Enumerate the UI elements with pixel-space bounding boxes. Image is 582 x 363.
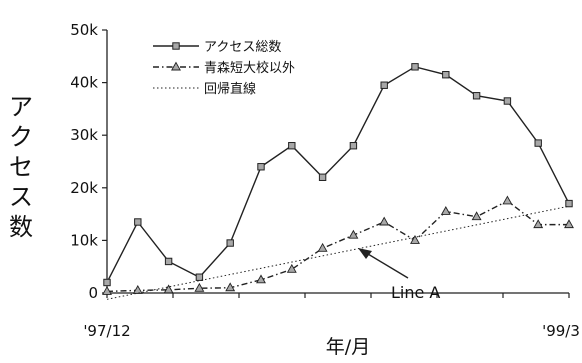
data-point: [534, 139, 542, 147]
data-point: [565, 199, 573, 208]
axes: 0 10k 20k 30k 40k 50k '97/12 '99/3 年/月: [70, 21, 580, 358]
series-2: [102, 195, 574, 295]
data-point: [286, 263, 297, 273]
data-point: [410, 234, 420, 244]
data-point: [194, 282, 205, 292]
data-point: [102, 286, 112, 295]
annotations: Line A: [358, 248, 440, 302]
y-axis-title-char: 数: [9, 213, 33, 241]
series-line: [106, 200, 569, 293]
data-point: [132, 284, 143, 294]
data-point: [317, 242, 328, 252]
y-tick-label: 10k: [70, 231, 98, 249]
data-point: [134, 218, 142, 226]
x-tick-label: '99/3: [542, 322, 580, 340]
data-point: [564, 219, 574, 229]
data-point: [471, 211, 482, 221]
y-axis-title-char: ク: [9, 123, 33, 151]
data-point: [502, 195, 513, 205]
legend-label: 回帰直線: [204, 81, 256, 97]
data-point: [533, 219, 544, 229]
data-point: [318, 173, 327, 181]
y-tick-label: 20k: [70, 179, 98, 197]
data-point: [195, 273, 204, 281]
series-3: [106, 205, 570, 300]
data-point: [164, 257, 173, 266]
data-point: [472, 92, 481, 100]
y-tick-label: 30k: [70, 126, 98, 144]
data-point: [440, 206, 451, 215]
data-point: [442, 71, 450, 79]
y-tick-label: 0: [88, 284, 98, 302]
series-line: [106, 205, 570, 300]
data-point: [256, 274, 266, 284]
y-tick-label: 50k: [70, 21, 98, 39]
data-point: [349, 142, 358, 150]
data-point: [226, 239, 234, 247]
data-point: [379, 216, 390, 226]
y-axis-title-char: ス: [9, 183, 33, 211]
data-point: [380, 81, 388, 89]
data-point: [103, 278, 111, 287]
series-1: [103, 63, 573, 287]
annotation-arrow-head: [358, 248, 372, 259]
series-group: [102, 63, 574, 300]
legend-label: アクセス総数: [204, 40, 281, 55]
data-point: [225, 282, 236, 292]
data-point: [257, 163, 265, 171]
y-tick-label: 40k: [70, 74, 98, 92]
y-axis-title-char: ア: [9, 93, 33, 121]
annotation-arrow-shaft: [362, 250, 409, 279]
annotation-line-a: Line A: [391, 283, 440, 302]
y-axis-title-char: セ: [9, 153, 33, 181]
data-point: [411, 63, 419, 71]
x-tick-label: '97/12: [83, 322, 130, 340]
legend-label: 青森短大校以外: [204, 60, 295, 76]
data-point: [163, 284, 174, 294]
legend-marker: [172, 42, 180, 50]
y-axis-title: アクセス数: [4, 92, 38, 242]
data-point: [348, 229, 359, 239]
legend-marker: [171, 61, 181, 71]
series-line: [106, 66, 570, 283]
data-point: [503, 97, 512, 105]
data-point: [288, 142, 296, 150]
x-axis-title: 年/月: [326, 336, 370, 358]
